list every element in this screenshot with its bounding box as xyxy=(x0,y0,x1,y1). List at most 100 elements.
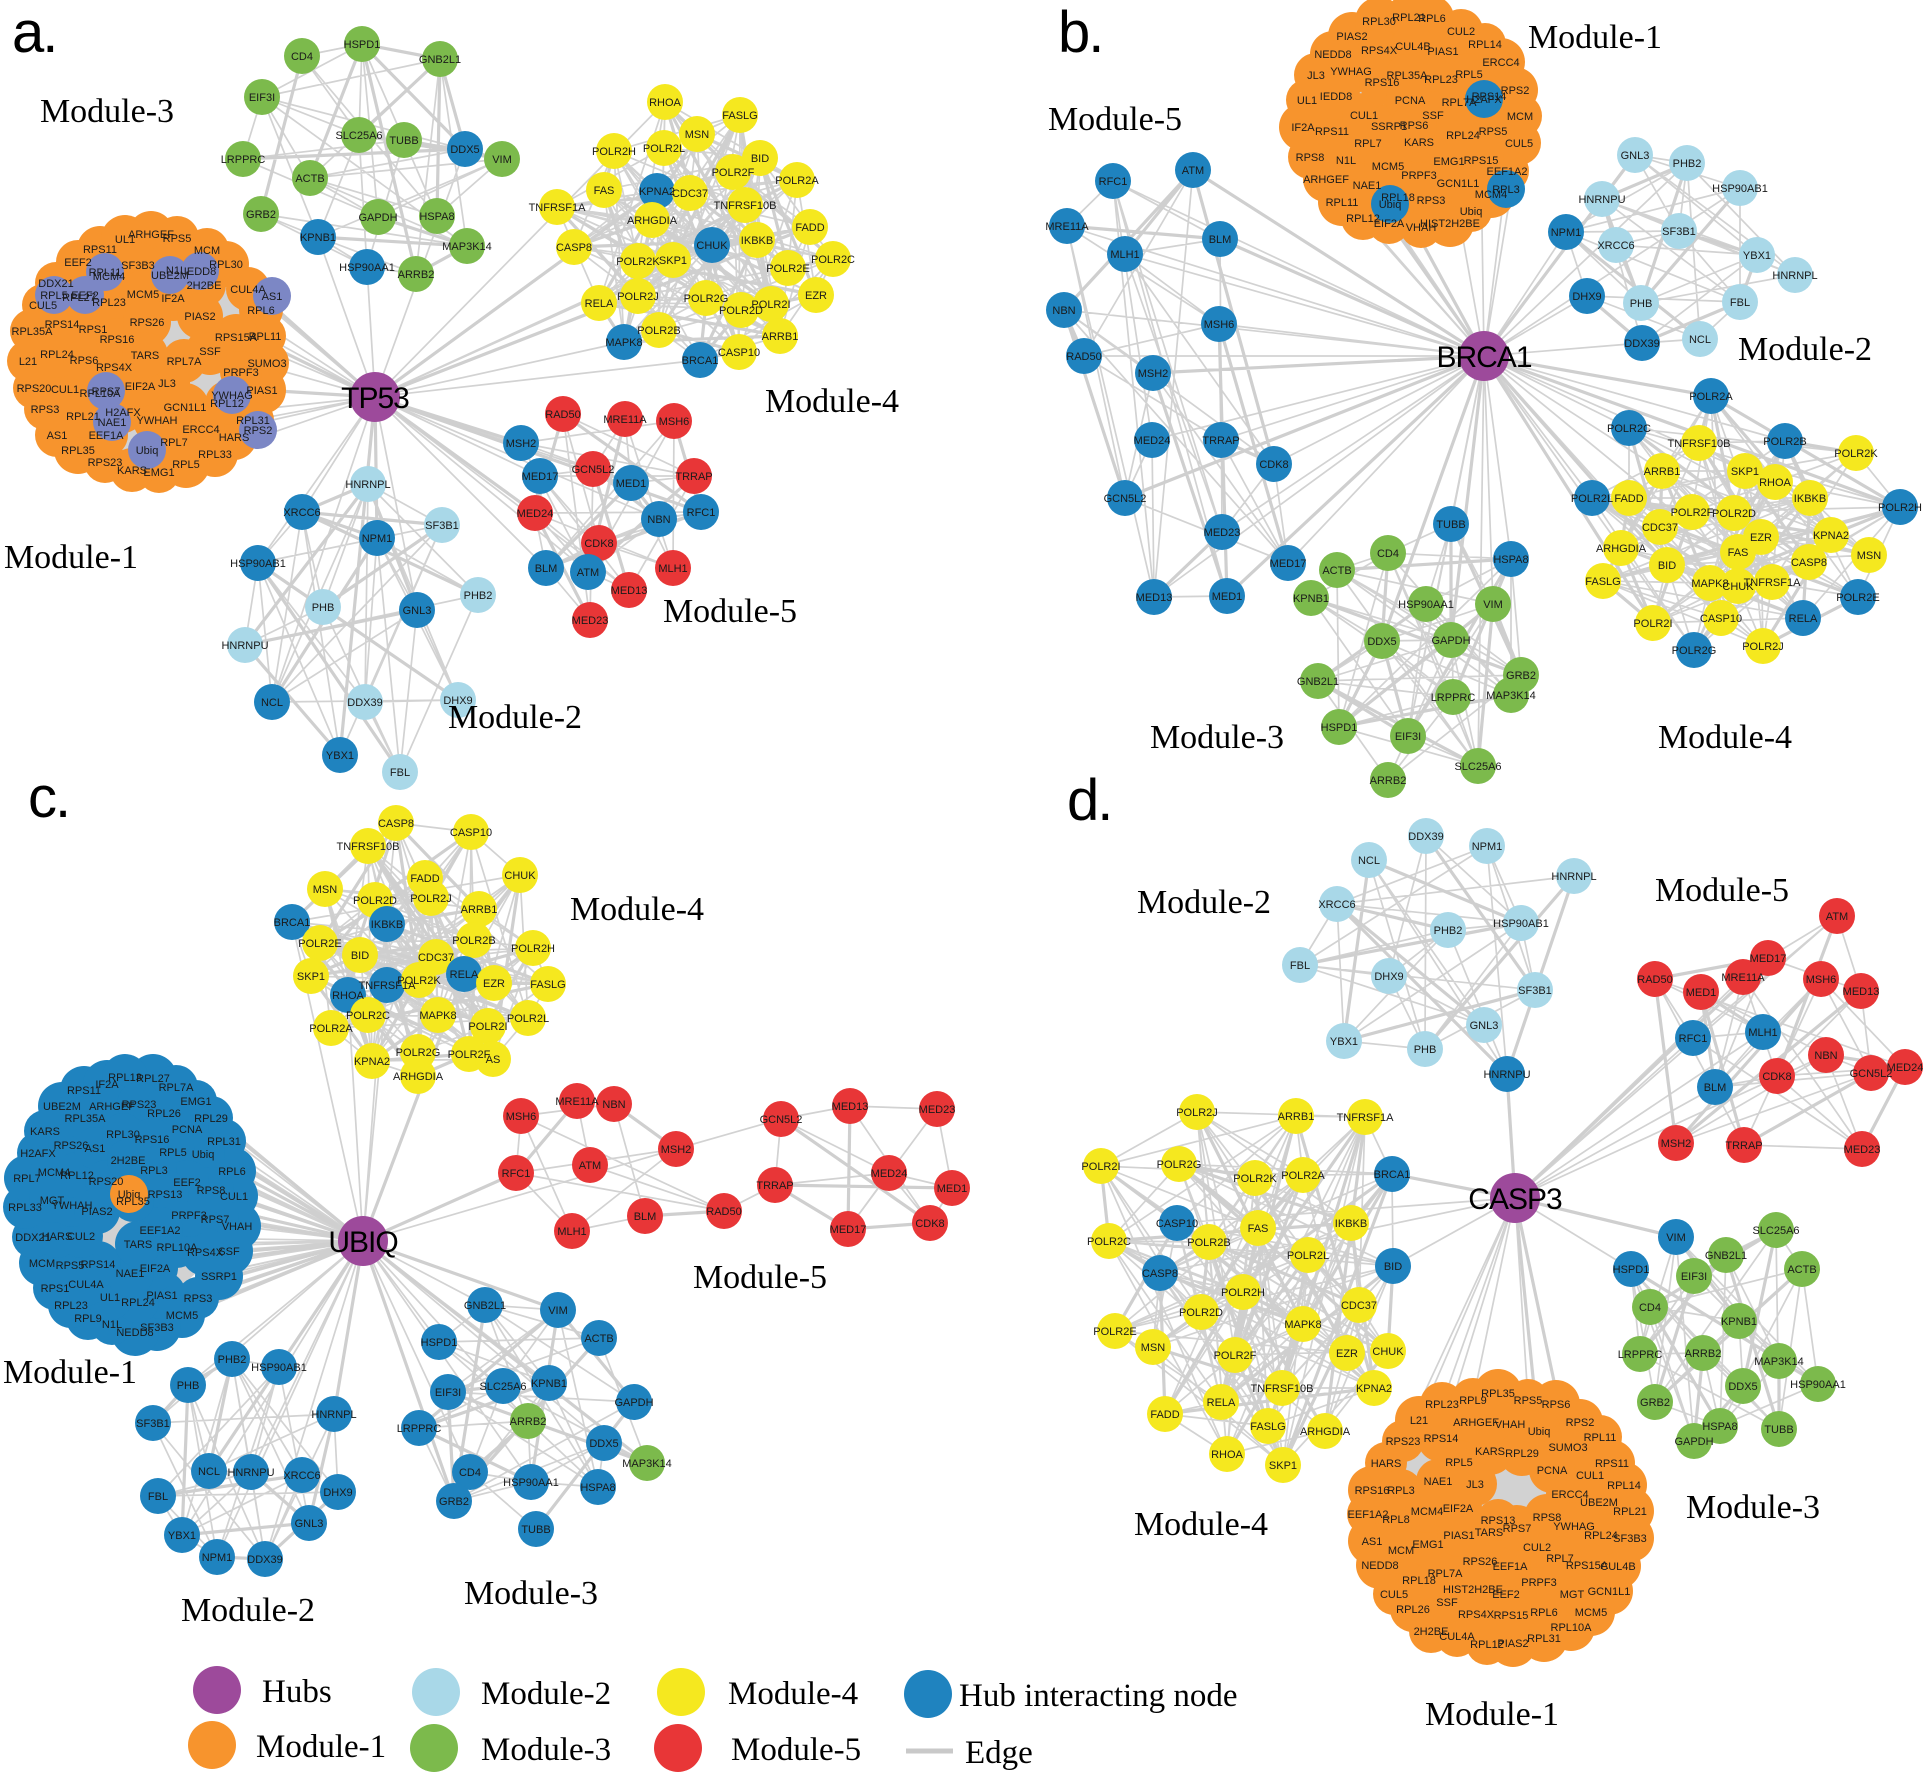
svg-text:a.: a. xyxy=(12,0,56,65)
svg-text:HNRNPU: HNRNPU xyxy=(221,640,268,652)
svg-text:MCM: MCM xyxy=(194,245,220,257)
svg-text:SKP1: SKP1 xyxy=(1269,1460,1297,1472)
svg-text:XRCC6: XRCC6 xyxy=(1597,240,1634,252)
svg-text:DHX9: DHX9 xyxy=(323,1487,352,1499)
svg-text:ARHGEF: ARHGEF xyxy=(1303,174,1349,186)
svg-text:RPL14: RPL14 xyxy=(1468,39,1502,51)
svg-text:RPL18: RPL18 xyxy=(1402,1575,1436,1587)
svg-text:HSPA8: HSPA8 xyxy=(580,1482,615,1494)
svg-text:GCN5L2: GCN5L2 xyxy=(1850,1068,1893,1080)
svg-text:RPL27: RPL27 xyxy=(136,1073,170,1085)
svg-text:GNB2L1: GNB2L1 xyxy=(1705,1250,1747,1262)
svg-text:CASP10: CASP10 xyxy=(718,347,760,359)
svg-text:Hubs: Hubs xyxy=(262,1674,332,1710)
svg-text:JL3: JL3 xyxy=(1466,1479,1484,1491)
svg-text:Module-2: Module-2 xyxy=(481,1676,611,1712)
svg-text:KPNB1: KPNB1 xyxy=(1293,593,1329,605)
svg-text:JL3: JL3 xyxy=(1307,70,1325,82)
svg-text:POLR2B: POLR2B xyxy=(1187,1237,1230,1249)
svg-text:RHOA: RHOA xyxy=(649,97,681,109)
svg-text:RPL31: RPL31 xyxy=(207,1136,241,1148)
svg-text:RPS5: RPS5 xyxy=(163,233,192,245)
svg-text:POLR2D: POLR2D xyxy=(719,305,763,317)
svg-text:RPL11: RPL11 xyxy=(1584,1432,1617,1444)
svg-text:PIAS2: PIAS2 xyxy=(1497,1638,1528,1650)
svg-text:RPS26: RPS26 xyxy=(54,1140,89,1152)
svg-text:SSRP1: SSRP1 xyxy=(201,1271,237,1283)
svg-text:HSPA8: HSPA8 xyxy=(419,211,454,223)
svg-text:Module-2: Module-2 xyxy=(181,1592,315,1629)
svg-text:RPS15A: RPS15A xyxy=(1566,1560,1609,1572)
svg-text:RPL6: RPL6 xyxy=(218,1166,246,1178)
svg-text:RFC1: RFC1 xyxy=(1679,1033,1708,1045)
svg-text:FASLG: FASLG xyxy=(1585,576,1620,588)
svg-text:EMG1: EMG1 xyxy=(143,467,174,479)
svg-text:H2AFX: H2AFX xyxy=(1466,94,1502,106)
svg-text:CUL4A: CUL4A xyxy=(230,284,266,296)
svg-text:Module-5: Module-5 xyxy=(1048,101,1182,138)
svg-text:EEF2: EEF2 xyxy=(64,257,92,269)
svg-text:MED13: MED13 xyxy=(611,585,648,597)
svg-text:BID: BID xyxy=(1658,560,1676,572)
svg-text:Module-1: Module-1 xyxy=(3,1354,137,1391)
svg-text:RPL5: RPL5 xyxy=(1445,1457,1473,1469)
svg-text:AS1: AS1 xyxy=(47,430,68,442)
svg-text:TUBB: TUBB xyxy=(521,1524,550,1536)
svg-text:RPL29: RPL29 xyxy=(1505,1448,1539,1460)
svg-text:RPS15A: RPS15A xyxy=(215,332,258,344)
svg-text:ARRB1: ARRB1 xyxy=(461,904,498,916)
svg-text:SF3B1: SF3B1 xyxy=(136,1418,170,1430)
svg-text:RPL33: RPL33 xyxy=(8,1202,42,1214)
svg-text:IF2A: IF2A xyxy=(95,1079,119,1091)
svg-text:CD4: CD4 xyxy=(291,51,313,63)
svg-text:Module-2: Module-2 xyxy=(448,699,582,736)
svg-text:YWHAH: YWHAH xyxy=(52,1200,93,1212)
svg-text:MAPK8: MAPK8 xyxy=(1691,578,1728,590)
svg-text:RPS3: RPS3 xyxy=(31,404,60,416)
svg-text:GNB2L1: GNB2L1 xyxy=(419,54,461,66)
svg-text:TNFRSF10B: TNFRSF10B xyxy=(714,200,777,212)
svg-text:POLR2G: POLR2G xyxy=(1157,1159,1202,1171)
svg-text:NAE1: NAE1 xyxy=(116,1268,145,1280)
svg-text:RPL21: RPL21 xyxy=(66,411,100,423)
svg-text:MRE11A: MRE11A xyxy=(1721,972,1765,984)
svg-text:Ubiq: Ubiq xyxy=(1460,206,1483,218)
svg-text:EZR: EZR xyxy=(483,978,505,990)
svg-text:RPL24: RPL24 xyxy=(121,1297,155,1309)
svg-text:RPL12: RPL12 xyxy=(60,1170,94,1182)
svg-text:Ubiq: Ubiq xyxy=(118,1189,141,1201)
svg-text:RPL3: RPL3 xyxy=(1492,184,1520,196)
svg-text:RAD50: RAD50 xyxy=(1066,351,1101,363)
svg-text:RPS23: RPS23 xyxy=(88,457,123,469)
svg-text:AS1: AS1 xyxy=(85,1143,106,1155)
svg-text:CUL1: CUL1 xyxy=(220,1191,248,1203)
svg-text:KARS: KARS xyxy=(117,465,147,477)
svg-text:SLC25A6: SLC25A6 xyxy=(479,1381,526,1393)
svg-text:CUL5: CUL5 xyxy=(29,300,57,312)
svg-text:RPS23: RPS23 xyxy=(122,1099,157,1111)
svg-text:RPS7: RPS7 xyxy=(201,1214,230,1226)
svg-text:FADD: FADD xyxy=(1614,493,1643,505)
svg-text:RPS23: RPS23 xyxy=(1386,1436,1421,1448)
svg-text:Edge: Edge xyxy=(965,1735,1033,1771)
svg-text:HSP90AA1: HSP90AA1 xyxy=(339,262,395,274)
svg-text:SF3B3: SF3B3 xyxy=(140,1322,174,1334)
svg-text:NCL: NCL xyxy=(261,697,283,709)
svg-text:DDX39: DDX39 xyxy=(1408,831,1443,843)
svg-text:N1L: N1L xyxy=(102,1319,122,1331)
svg-text:PCNA: PCNA xyxy=(1537,1465,1568,1477)
svg-text:MAP3K14: MAP3K14 xyxy=(1486,690,1536,702)
svg-text:EMG1: EMG1 xyxy=(1433,156,1464,168)
svg-text:Module-2: Module-2 xyxy=(1738,331,1872,368)
svg-text:MED1: MED1 xyxy=(937,1183,968,1195)
svg-text:TNFRSF10B: TNFRSF10B xyxy=(337,841,400,853)
svg-text:CUL2: CUL2 xyxy=(1523,1542,1551,1554)
svg-text:UBIQ: UBIQ xyxy=(328,1226,397,1259)
svg-text:TARS: TARS xyxy=(124,1239,153,1251)
svg-text:TNFRSF1A: TNFRSF1A xyxy=(529,202,587,214)
svg-text:CDC37: CDC37 xyxy=(1642,522,1678,534)
svg-text:RPS4X: RPS4X xyxy=(96,362,133,374)
svg-text:POLR2F: POLR2F xyxy=(448,1049,491,1061)
svg-text:HSPD1: HSPD1 xyxy=(1613,1264,1650,1276)
svg-text:POLR2H: POLR2H xyxy=(592,146,636,158)
